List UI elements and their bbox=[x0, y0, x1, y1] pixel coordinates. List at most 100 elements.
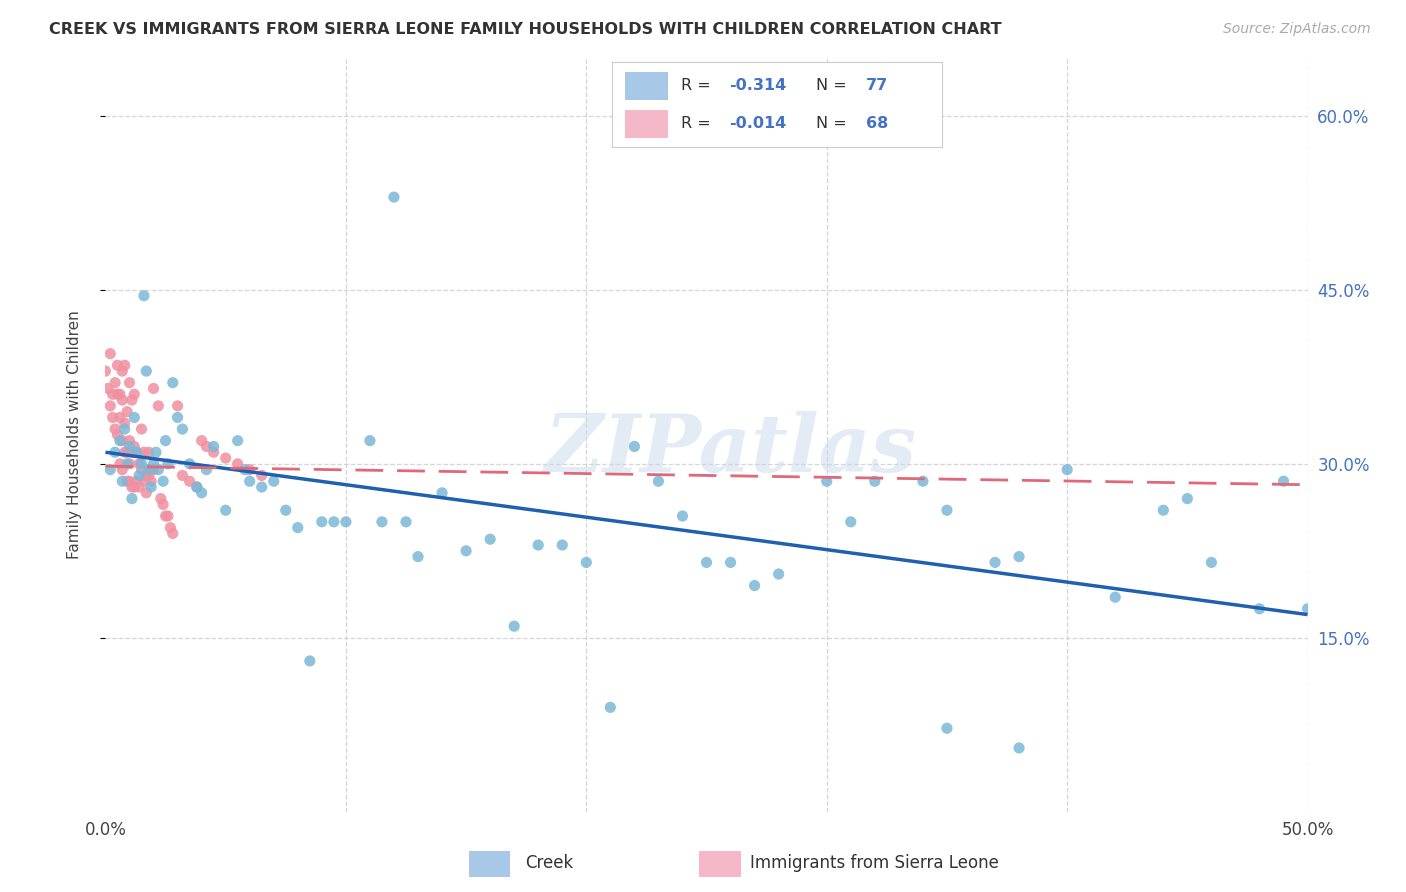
Point bbox=[250, 468, 273, 483]
Point bbox=[107, 358, 129, 373]
Point bbox=[454, 544, 477, 558]
Point bbox=[503, 619, 526, 633]
Point bbox=[108, 434, 131, 448]
Point bbox=[1201, 555, 1223, 570]
Point bbox=[575, 555, 598, 570]
Point bbox=[97, 382, 120, 396]
Point bbox=[159, 521, 181, 535]
Point bbox=[190, 485, 212, 500]
Point bbox=[1175, 491, 1198, 506]
Point bbox=[148, 399, 170, 413]
Point bbox=[114, 445, 136, 459]
Y-axis label: Family Households with Children: Family Households with Children bbox=[67, 310, 82, 559]
Point bbox=[115, 405, 138, 419]
Point bbox=[156, 457, 179, 471]
Point bbox=[104, 422, 127, 436]
Point bbox=[190, 434, 212, 448]
Point bbox=[138, 462, 160, 476]
Point bbox=[311, 515, 333, 529]
Point bbox=[298, 654, 321, 668]
Point bbox=[131, 422, 153, 436]
Point bbox=[145, 445, 167, 459]
Text: N =: N = bbox=[817, 116, 852, 131]
Text: 68: 68 bbox=[866, 116, 889, 131]
Point bbox=[104, 445, 127, 459]
Point bbox=[359, 434, 381, 448]
Point bbox=[202, 440, 225, 454]
Point bbox=[142, 457, 165, 471]
Point bbox=[139, 462, 162, 476]
Point bbox=[152, 498, 174, 512]
Point bbox=[124, 410, 146, 425]
Point bbox=[551, 538, 574, 552]
Point bbox=[107, 387, 129, 401]
Point bbox=[118, 434, 141, 448]
Point bbox=[195, 440, 218, 454]
Point bbox=[274, 503, 297, 517]
Point bbox=[139, 480, 162, 494]
Point bbox=[115, 457, 138, 471]
Text: R =: R = bbox=[681, 78, 716, 94]
Point bbox=[720, 555, 742, 570]
Point bbox=[155, 434, 177, 448]
Point bbox=[250, 480, 273, 494]
Point bbox=[101, 387, 124, 401]
Text: ZIPatlas: ZIPatlas bbox=[544, 411, 917, 489]
FancyBboxPatch shape bbox=[624, 71, 668, 100]
Point bbox=[142, 462, 165, 476]
Point bbox=[156, 508, 179, 523]
FancyBboxPatch shape bbox=[699, 851, 741, 877]
Point bbox=[98, 399, 121, 413]
Point bbox=[371, 515, 394, 529]
Point bbox=[115, 445, 138, 459]
Point bbox=[406, 549, 429, 564]
Point bbox=[936, 721, 959, 735]
Point bbox=[121, 392, 143, 407]
Point bbox=[142, 382, 165, 396]
Point bbox=[233, 462, 256, 476]
Point bbox=[1296, 602, 1319, 616]
Point bbox=[94, 364, 117, 378]
Point bbox=[1104, 591, 1126, 605]
Point bbox=[138, 468, 160, 483]
Point bbox=[599, 700, 621, 714]
Point bbox=[121, 491, 143, 506]
Point bbox=[1056, 462, 1078, 476]
Text: N =: N = bbox=[817, 78, 852, 94]
Point bbox=[155, 508, 177, 523]
Point bbox=[335, 515, 357, 529]
Point bbox=[226, 434, 249, 448]
Point bbox=[202, 445, 225, 459]
Point bbox=[118, 376, 141, 390]
Point bbox=[647, 475, 669, 489]
Point bbox=[382, 190, 405, 204]
Point bbox=[214, 451, 236, 466]
Point bbox=[166, 410, 188, 425]
Point bbox=[125, 445, 148, 459]
Point bbox=[186, 480, 208, 494]
Point bbox=[395, 515, 418, 529]
Point bbox=[430, 485, 453, 500]
Point bbox=[148, 462, 170, 476]
Point bbox=[226, 457, 249, 471]
FancyBboxPatch shape bbox=[470, 851, 510, 877]
Point bbox=[131, 462, 153, 476]
Point bbox=[162, 526, 184, 541]
Point bbox=[98, 462, 121, 476]
Point bbox=[149, 491, 172, 506]
Point bbox=[135, 364, 157, 378]
Point bbox=[121, 445, 143, 459]
Point bbox=[114, 358, 136, 373]
Point bbox=[104, 376, 127, 390]
Point bbox=[114, 422, 136, 436]
Point bbox=[186, 480, 208, 494]
Point bbox=[239, 475, 262, 489]
Point bbox=[118, 440, 141, 454]
Point bbox=[135, 468, 157, 483]
Point bbox=[1008, 740, 1031, 755]
FancyBboxPatch shape bbox=[624, 110, 668, 138]
Point bbox=[132, 475, 155, 489]
Point bbox=[152, 475, 174, 489]
Point bbox=[135, 485, 157, 500]
Point bbox=[527, 538, 550, 552]
